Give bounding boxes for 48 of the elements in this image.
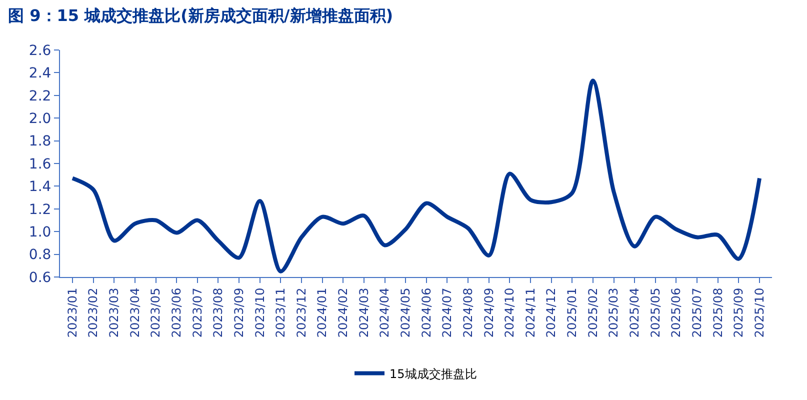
x-tick-label: 2024/11 [523, 288, 538, 338]
x-tick-label: 2024/02 [336, 288, 350, 338]
x-tick-label: 2023/12 [294, 288, 308, 338]
y-tick-label: 1.8 [28, 134, 52, 150]
line-series [70, 78, 762, 274]
x-tick-label: 2025/07 [690, 288, 704, 338]
x-tick-label: 2025/04 [628, 288, 642, 338]
x-tick-label: 2025/02 [586, 288, 600, 338]
x-tick-label: 2023/06 [169, 288, 184, 338]
x-tick-label: 2024/07 [440, 288, 454, 338]
chart-title: 图 9：15 城成交推盘比(新房成交面积/新增推盘面积) [8, 6, 394, 26]
x-tick-label: 2025/09 [732, 288, 746, 338]
x-tick-label: 2025/08 [710, 288, 725, 338]
y-tick-label: 2.4 [28, 66, 52, 82]
x-tick-label: 2023/09 [232, 288, 246, 338]
x-tick-label: 2024/12 [544, 288, 558, 338]
x-tick-label: 2023/07 [190, 288, 204, 338]
x-tick-label: 2024/10 [502, 288, 517, 338]
y-tick-label: 2.0 [28, 111, 52, 127]
y-tick-label: 1.4 [28, 179, 52, 196]
x-tick-label: 2023/03 [107, 288, 122, 338]
y-tick-label: 0.8 [28, 247, 52, 264]
x-tick-label: 2025/10 [752, 288, 766, 338]
y-tick-label: 2.6 [28, 42, 52, 59]
x-tick-label: 2024/09 [482, 288, 496, 338]
y-tick-label: 0.6 [28, 270, 52, 286]
x-tick-label: 2024/04 [378, 288, 392, 338]
x-tick-label: 2024/05 [398, 288, 412, 338]
x-tick-label: 2024/08 [460, 288, 475, 338]
x-tick-label: 2023/04 [128, 288, 142, 338]
y-tick-label: 2.2 [28, 88, 52, 104]
x-tick-label: 2023/10 [252, 288, 267, 338]
legend-label: 15城成交推盘比 [390, 366, 477, 381]
x-tick-label: 2023/02 [86, 288, 100, 338]
x-tick-label: 2023/08 [211, 288, 226, 338]
x-tick-label: 2025/06 [669, 288, 684, 338]
x-tick-label: 2023/05 [148, 288, 163, 338]
x-tick-label: 2024/01 [315, 288, 330, 338]
x-tick-label: 2025/05 [648, 288, 662, 338]
y-tick-label: 1.6 [28, 156, 52, 172]
x-tick-label: 2025/01 [565, 288, 580, 338]
x-tick-label: 2024/06 [419, 288, 434, 338]
x-tick-label: 2023/01 [65, 288, 80, 338]
x-tick-label: 2025/03 [606, 288, 621, 338]
x-tick-label: 2024/03 [356, 288, 371, 338]
x-tick-label: 2023/11 [274, 288, 288, 338]
y-tick-label: 1.0 [28, 224, 52, 240]
y-tick-label: 1.2 [28, 202, 52, 218]
